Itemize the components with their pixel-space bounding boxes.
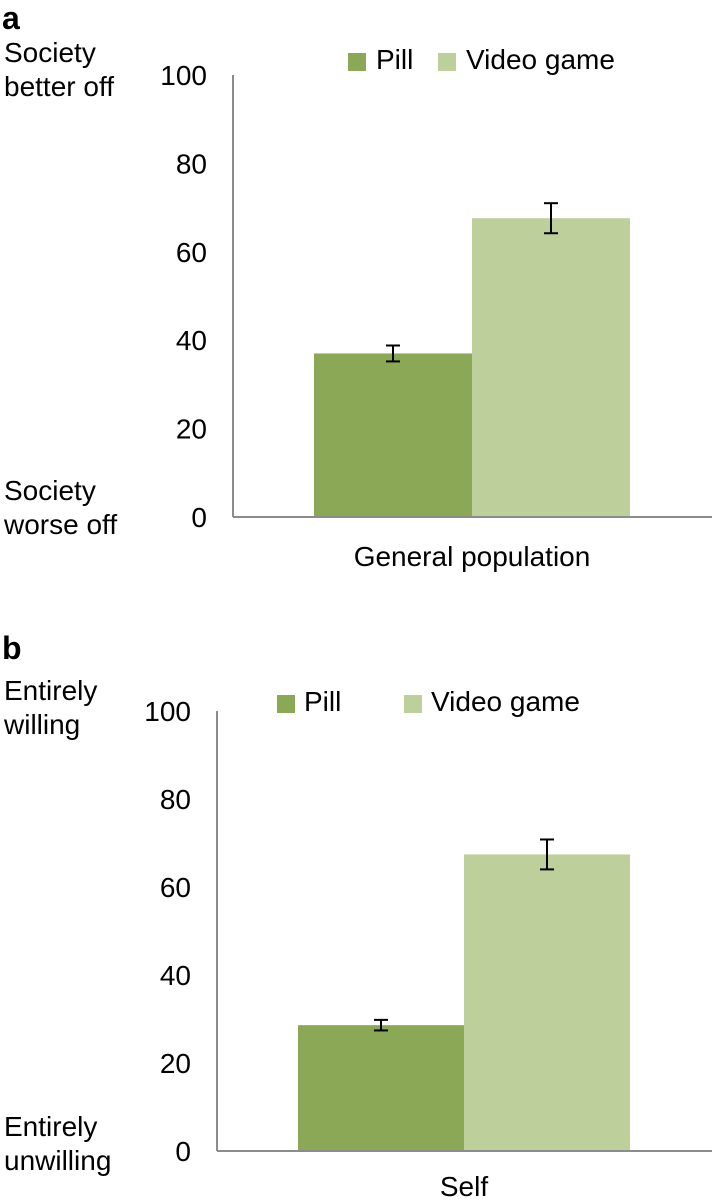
- y-tick-label: 100: [144, 696, 191, 727]
- error-bar: [374, 1018, 388, 1032]
- error-bar: [540, 838, 554, 871]
- y-bottom-label: Society worse off: [4, 475, 118, 540]
- bar-video-game: [472, 218, 630, 517]
- chart-panel-a: a Society better off Society worse off 0…: [0, 0, 716, 600]
- legend-swatch-video-game: [404, 695, 422, 713]
- legend-swatch-video-game: [438, 53, 456, 71]
- bar-video-game: [464, 854, 630, 1151]
- panel-label: a: [2, 0, 20, 36]
- y-tick-label: 60: [176, 237, 207, 268]
- bar-pill: [298, 1025, 464, 1151]
- legend-label: Video game: [466, 44, 615, 75]
- error-bar: [544, 202, 558, 235]
- y-tick-label: 60: [160, 872, 191, 903]
- chart-panel-b: b Entirely willing Entirely unwilling 0 2…: [0, 630, 716, 1204]
- panel-label: b: [2, 630, 22, 666]
- legend-swatch-pill: [348, 53, 366, 71]
- x-category-label: Self: [440, 1171, 488, 1202]
- y-bottom-label: Entirely unwilling: [4, 1111, 112, 1176]
- y-tick-label: 0: [191, 502, 207, 533]
- y-tick-label: 20: [160, 1048, 191, 1079]
- y-tick-label: 80: [160, 784, 191, 815]
- y-tick-label: 40: [160, 960, 191, 991]
- y-tick-label: 20: [176, 414, 207, 445]
- y-tick-label: 0: [175, 1136, 191, 1167]
- bar-chart: 0 20 40 60 80 100 General population Pill Video …: [160, 44, 712, 572]
- legend-label: Pill: [376, 44, 413, 75]
- legend-label: Video game: [431, 686, 580, 717]
- y-tick-label: 100: [160, 60, 207, 91]
- error-bar: [386, 344, 400, 363]
- y-tick-label: 40: [176, 325, 207, 356]
- y-top-label: Entirely willing: [4, 675, 98, 740]
- bar-pill: [314, 353, 472, 517]
- y-tick-label: 80: [176, 148, 207, 179]
- bar-chart: 0 20 40 60 80 100 Self Pill Video game: [144, 686, 712, 1202]
- legend-label: Pill: [304, 686, 341, 717]
- y-top-label: Society better off: [4, 37, 115, 102]
- x-category-label: General population: [354, 541, 591, 572]
- legend-swatch-pill: [277, 695, 295, 713]
